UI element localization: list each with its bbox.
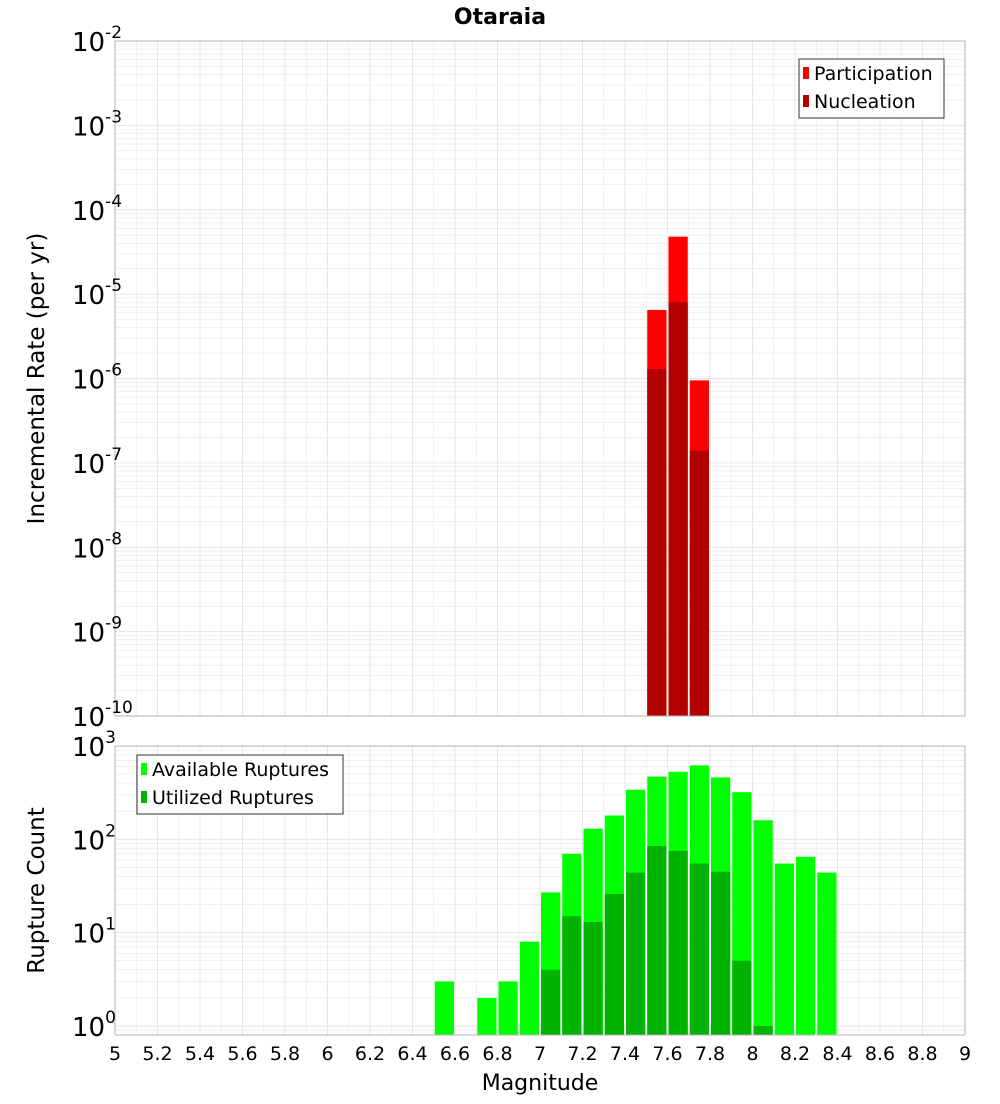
legend-swatch: [141, 763, 147, 775]
bar-available-ruptures: [753, 820, 773, 1035]
y-tick-label: 10-9: [72, 614, 122, 649]
y-tick-label: 101: [72, 915, 116, 950]
bar-utilized-ruptures: [604, 893, 624, 1035]
legend-label: Available Ruptures: [152, 759, 329, 781]
y-tick-labels: 10-10 10-9 10-8 10-7 10-6 10-5 10-4 10-3 10-2: [72, 23, 133, 733]
bar-utilized-ruptures: [689, 863, 709, 1035]
y-tick-label: 10-10: [72, 698, 133, 733]
y-tick-label: 10-2: [72, 23, 122, 58]
y-tick-label: 10-3: [72, 107, 122, 142]
x-tick-label: 5.8: [270, 1043, 300, 1065]
bar-utilized-ruptures: [668, 850, 688, 1035]
bar-nucleation: [668, 302, 688, 716]
legend-label: Participation: [814, 63, 933, 85]
y-tick-label: 100: [72, 1008, 116, 1043]
x-tick-label: 5.6: [227, 1043, 257, 1065]
chart-title: Otaraia: [454, 5, 546, 30]
legend-swatch: [803, 67, 809, 79]
bar-available-ruptures: [477, 997, 497, 1035]
x-tick-label: 5.2: [142, 1043, 172, 1065]
bar-nucleation: [689, 450, 709, 716]
legend-label: Utilized Ruptures: [152, 787, 314, 809]
bar-utilized-ruptures: [647, 845, 667, 1035]
x-tick-label: 5: [109, 1043, 121, 1065]
legend-swatch: [141, 791, 147, 803]
bar-available-ruptures: [817, 872, 837, 1035]
bars: [647, 236, 709, 716]
y-tick-label: 10-8: [72, 529, 122, 564]
x-tick-label: 6.8: [482, 1043, 512, 1065]
x-tick-label: 8.2: [780, 1043, 810, 1065]
legend-box: [136, 754, 344, 815]
x-tick-label: 7.4: [610, 1043, 640, 1065]
x-tick-label: 6.4: [397, 1043, 427, 1065]
plot-frame: [114, 745, 966, 1036]
x-tick-label: 5.4: [185, 1043, 215, 1065]
x-tick-label: 7.6: [652, 1043, 682, 1065]
x-tick-label: 8.4: [822, 1043, 852, 1065]
bar-utilized-ruptures: [562, 916, 582, 1035]
bottom-panel-count-plot: 100 101 102 103 Rupture Count Available Ruptu…: [24, 728, 971, 1065]
bar-available-ruptures: [498, 981, 518, 1035]
grid-lines: [115, 41, 965, 716]
bar-utilized-ruptures: [626, 872, 646, 1035]
x-tick-label: 7.8: [695, 1043, 725, 1065]
x-tick-label: 6: [321, 1043, 333, 1065]
y-tick-label: 102: [72, 821, 116, 856]
bar-nucleation: [647, 368, 667, 716]
x-tick-labels: 5 5.2 5.4 5.6 5.8 6 6.2 6.4 6.6 6.8 7 7.2 7.4 7.6 7.8 8…: [109, 1043, 971, 1065]
y-tick-label: 10-7: [72, 445, 122, 480]
bar-available-ruptures: [796, 856, 816, 1035]
y-tick-label: 10-6: [72, 361, 122, 396]
y-axis-label: Rupture Count: [24, 807, 50, 973]
plot-frame: [114, 40, 966, 717]
y-tick-label: 10-4: [72, 192, 122, 227]
legend-label: Nucleation: [814, 91, 916, 113]
y-tick-labels: 100 101 102 103: [72, 728, 116, 1043]
x-tick-label: 8.8: [907, 1043, 937, 1065]
bar-utilized-ruptures: [541, 969, 561, 1035]
y-tick-label: 10-5: [72, 276, 122, 311]
bar-available-ruptures: [434, 981, 454, 1035]
legend-box: [798, 58, 945, 119]
bar-utilized-ruptures: [753, 1025, 773, 1035]
x-axis-label: Magnitude: [482, 1071, 599, 1096]
x-tick-label: 7: [534, 1043, 546, 1065]
bars: [434, 765, 837, 1035]
legend-swatch: [803, 95, 809, 107]
y-axis-label: Incremental Rate (per yr): [24, 233, 50, 525]
x-tick-label: 6.6: [440, 1043, 470, 1065]
x-tick-label: 9: [959, 1043, 971, 1065]
x-tick-label: 7.2: [567, 1043, 597, 1065]
bar-utilized-ruptures: [583, 922, 603, 1035]
bar-available-ruptures: [519, 941, 539, 1035]
bar-utilized-ruptures: [732, 960, 752, 1035]
top-panel-rate-plot: 10-10 10-9 10-8 10-7 10-6 10-5 10-4 10-3 10-2 Inc…: [24, 23, 966, 733]
x-tick-label: 6.2: [355, 1043, 385, 1065]
y-tick-label: 103: [72, 728, 116, 763]
legend: Available Ruptures Utilized Ruptures: [136, 754, 344, 815]
bar-utilized-ruptures: [711, 871, 731, 1035]
x-tick-label: 8: [746, 1043, 758, 1065]
bar-available-ruptures: [774, 863, 794, 1035]
legend: Participation Nucleation: [798, 58, 945, 119]
x-tick-label: 8.6: [865, 1043, 895, 1065]
